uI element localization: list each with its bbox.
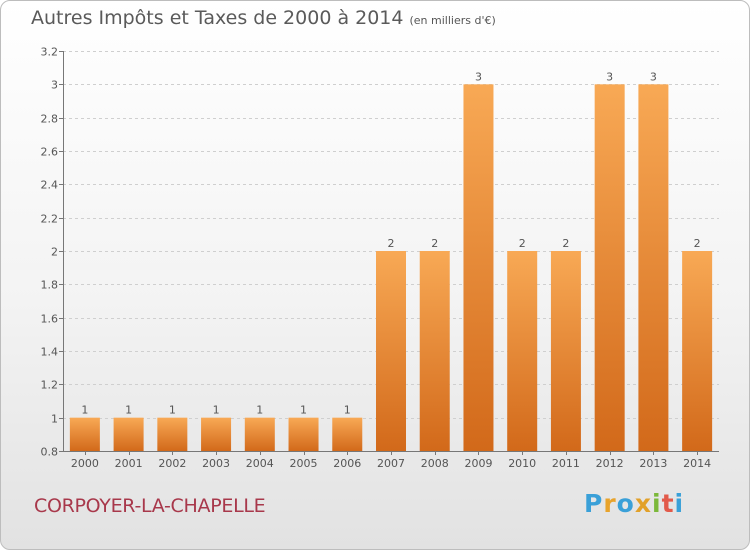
data-label: 1 [256,404,263,417]
bar [201,417,232,451]
data-label: 3 [606,70,613,83]
x-tick-label: 2005 [290,457,318,470]
logo-letter: r [603,489,617,518]
y-tick-label: 1.4 [41,346,59,359]
x-tick-label: 2010 [508,457,536,470]
bar [550,251,581,451]
x-tick-label: 2012 [596,457,624,470]
y-tick-label: 2.4 [41,179,59,192]
proxiti-logo: Proxiti [584,489,684,518]
labels: 0.8 1 1.2 1.4 1.6 1.8 2 2.2 2.4 2.6 2.8 3 3.2 1 2000 1 2… [41,46,712,471]
logo-letter: i [652,489,662,518]
data-label: 1 [169,404,176,417]
bars [69,84,713,451]
y-tick-label: 3 [51,79,58,92]
y-tick-label: 0.8 [41,446,59,459]
x-tick-label: 2000 [71,457,99,470]
bar [113,417,144,451]
y-tick-label: 3.2 [41,46,59,59]
bar [288,417,319,451]
x-tick-label: 2007 [377,457,405,470]
data-label: 3 [650,70,657,83]
commune-name: CORPOYER-LA-CHAPELLE [34,495,266,517]
bar [69,417,100,451]
logo-letter: x [634,489,652,518]
bar [638,84,669,451]
chart-title-text: Autres Impôts et Taxes de 2000 à 2014 [31,7,404,29]
logo-letter: P [584,489,604,518]
chart-title: Autres Impôts et Taxes de 2000 à 2014 (en… [31,7,496,29]
y-tick-label: 1.6 [41,313,59,326]
bar [244,417,275,451]
x-tick-label: 2011 [552,457,580,470]
x-tick-label: 2013 [639,457,667,470]
y-tick-label: 1 [51,413,58,426]
bar [507,251,538,451]
data-label: 1 [344,404,351,417]
bar [594,84,625,451]
y-tick-label: 1.2 [41,379,59,392]
bar [157,417,188,451]
x-tick-label: 2014 [683,457,711,470]
y-tick-label: 1.8 [41,279,59,292]
x-tick-label: 2008 [421,457,449,470]
logo-letter: o [616,489,635,518]
bar [376,251,406,451]
y-tick-label: 2.6 [41,146,59,159]
x-tick-label: 2009 [464,457,492,470]
data-label: 2 [519,237,526,250]
axes [59,51,719,455]
y-tick-label: 2.2 [41,213,59,226]
x-tick-label: 2001 [115,457,143,470]
x-tick-label: 2004 [246,457,274,470]
data-label: 1 [81,404,88,417]
bar [463,84,494,451]
bar [682,251,713,451]
logo-letter: t [661,489,675,518]
y-tick-label: 2 [51,246,58,259]
bar [419,251,450,451]
bar [332,417,363,451]
data-label: 2 [388,237,395,250]
data-label: 2 [431,237,438,250]
x-tick-label: 2006 [333,457,361,470]
data-label: 2 [694,237,701,250]
data-label: 2 [562,237,569,250]
data-label: 1 [300,404,307,417]
logo-letter: i [674,489,685,518]
data-label: 1 [213,404,220,417]
x-tick-label: 2002 [158,457,186,470]
chart-subtitle: (en milliers d'€) [409,14,496,27]
data-label: 3 [475,70,482,83]
y-tick-label: 2.8 [41,113,59,126]
x-tick-label: 2003 [202,457,230,470]
data-label: 1 [125,404,132,417]
